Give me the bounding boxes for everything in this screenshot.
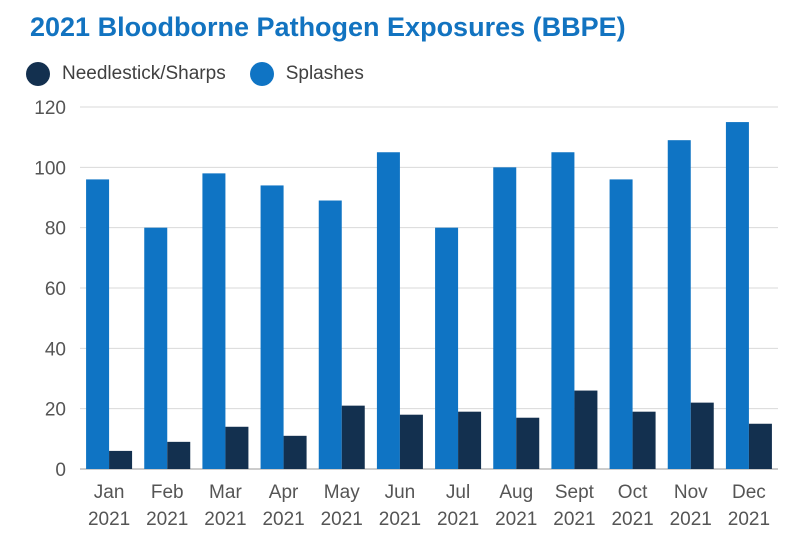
chart-title: 2021 Bloodborne Pathogen Exposures (BBPE…: [30, 12, 626, 42]
x-tick-label-year: 2021: [553, 509, 595, 530]
bar-splashes: [86, 179, 110, 469]
x-tick-label-year: 2021: [321, 509, 363, 530]
x-tick-label-year: 2021: [495, 509, 537, 530]
x-tick-label-year: 2021: [379, 509, 421, 530]
y-tick-label: 40: [45, 339, 66, 360]
bar-needlestick-sharps: [399, 414, 423, 469]
legend-item-splashes: Splashes: [249, 62, 364, 86]
x-tick-label-year: 2021: [88, 509, 130, 530]
legend-label-splashes: Splashes: [285, 63, 364, 84]
y-tick-label: 20: [45, 400, 66, 421]
bar-needlestick-sharps: [574, 390, 598, 469]
legend-item-needlestick: Needlestick/Sharps: [26, 62, 226, 86]
bar-needlestick-sharps: [225, 426, 249, 469]
x-tick-label-month: Mar: [209, 482, 242, 503]
bar-splashes: [725, 122, 749, 469]
x-tick-label-year: 2021: [670, 509, 712, 530]
x-tick-label-year: 2021: [437, 509, 479, 530]
y-tick-label: 0: [55, 460, 66, 481]
legend: Needlestick/Sharps Splashes: [26, 60, 388, 88]
x-tick-label-month: Jan: [94, 482, 125, 503]
bar-needlestick-sharps: [167, 441, 191, 469]
bar-needlestick-sharps: [283, 435, 307, 469]
bar-splashes: [376, 152, 400, 469]
x-tick-label-month: Aug: [499, 482, 533, 503]
bar-splashes: [667, 140, 691, 469]
bar-splashes: [551, 152, 575, 469]
x-tick-label-month: Nov: [674, 482, 708, 503]
x-tick-label-year: 2021: [146, 509, 188, 530]
x-tick-label-month: Jun: [385, 482, 416, 503]
bar-needlestick-sharps: [516, 417, 540, 469]
legend-label-needlestick: Needlestick/Sharps: [62, 63, 226, 84]
bar-needlestick-sharps: [632, 411, 656, 469]
x-tick-label-month: Oct: [618, 482, 648, 503]
bar-needlestick-sharps: [748, 423, 772, 469]
x-tick-label-year: 2021: [728, 509, 770, 530]
bar-needlestick-sharps: [690, 402, 714, 469]
bar-splashes: [318, 200, 342, 469]
bar-needlestick-sharps: [109, 450, 133, 469]
x-tick-label-month: Feb: [151, 482, 184, 503]
y-tick-label: 120: [34, 98, 66, 119]
y-tick-label: 100: [34, 158, 66, 179]
bar-splashes: [493, 167, 517, 470]
bar-needlestick-sharps: [458, 411, 482, 469]
x-tick-label-month: May: [324, 482, 360, 503]
bar-splashes: [435, 227, 459, 469]
bar-splashes: [144, 227, 168, 469]
x-tick-label-year: 2021: [262, 509, 304, 530]
legend-swatch-splashes: [249, 62, 274, 86]
bar-needlestick-sharps: [341, 405, 365, 469]
legend-swatch-needlestick: [26, 62, 50, 86]
x-tick-label-month: Dec: [732, 482, 766, 503]
bar-splashes: [202, 173, 226, 469]
y-tick-label: 60: [45, 279, 66, 300]
x-tick-label-month: Jul: [446, 482, 470, 503]
x-tick-label-year: 2021: [204, 509, 246, 530]
x-tick-label-month: Sept: [555, 482, 595, 503]
y-tick-label: 80: [45, 219, 66, 240]
bar-splashes: [260, 185, 284, 469]
bar-splashes: [609, 179, 633, 469]
x-tick-label-month: Apr: [269, 482, 299, 503]
x-tick-label-year: 2021: [611, 509, 653, 530]
